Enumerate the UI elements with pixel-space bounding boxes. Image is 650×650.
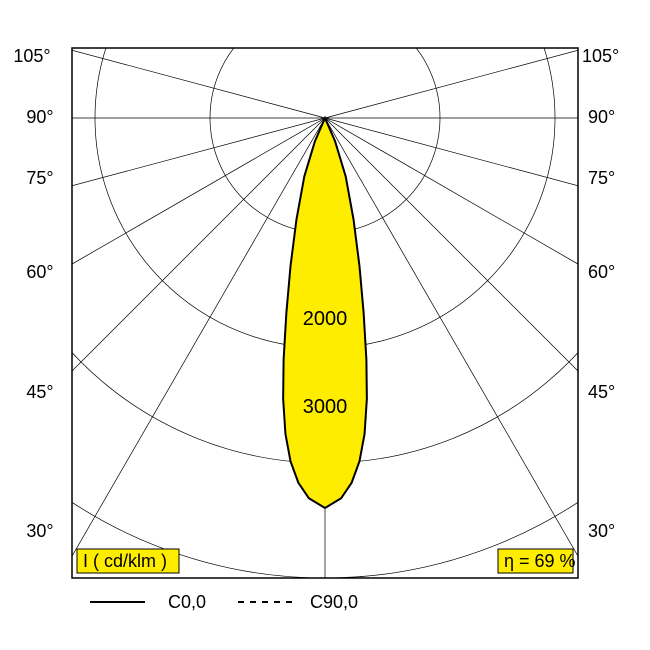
unit-box: I ( cd/klm ) — [77, 549, 179, 573]
polar-chart: 2000 3000 I ( cd/klm ) η = 69 % 105° 90° 75… — [0, 0, 650, 650]
angle-label: 30° — [588, 521, 615, 541]
angle-label: 105° — [582, 46, 619, 66]
legend: C0,0 C90,0 — [90, 592, 358, 612]
angle-labels-right: 105° 90° 75° 60° 45° 30° — [582, 46, 619, 541]
angle-label: 90° — [588, 107, 615, 127]
angle-label: 60° — [588, 262, 615, 282]
ring-value-label: 3000 — [303, 396, 348, 418]
ring-value-label: 2000 — [303, 308, 348, 330]
svg-text:η = 69 %: η = 69 % — [504, 551, 576, 571]
angle-label: 45° — [26, 382, 53, 402]
angle-label: 60° — [26, 262, 53, 282]
angle-label: 105° — [13, 46, 50, 66]
angle-labels-left: 105° 90° 75° 60° 45° 30° — [13, 46, 53, 541]
legend-label: C0,0 — [168, 592, 206, 612]
svg-text:I ( cd/klm ): I ( cd/klm ) — [83, 551, 167, 571]
angle-label: 75° — [588, 168, 615, 188]
angle-label: 75° — [26, 168, 53, 188]
legend-label: C90,0 — [310, 592, 358, 612]
angle-label: 90° — [26, 107, 53, 127]
angle-label: 45° — [588, 382, 615, 402]
efficiency-box: η = 69 % — [498, 549, 576, 573]
angle-label: 30° — [26, 521, 53, 541]
